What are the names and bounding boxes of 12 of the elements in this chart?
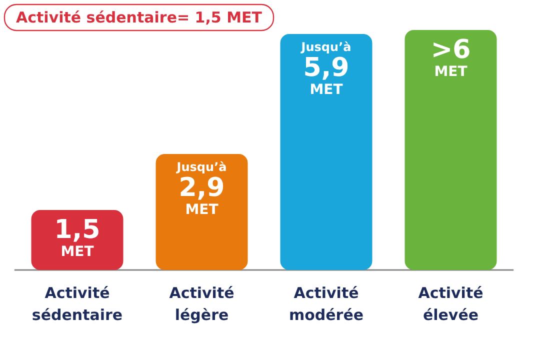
bar: [404, 30, 497, 270]
data-label: Jusqu’à 5,9 MET: [300, 40, 352, 98]
data-label: >6 MET: [430, 35, 471, 80]
bar: [280, 34, 372, 270]
data-label: Jusqu’à 2,9 MET: [176, 160, 227, 218]
x-tick-label: Activité élevée: [418, 284, 484, 324]
chart-title: Activité sédentaire= 1,5 MET: [16, 8, 263, 26]
x-tick-label: Activité légère: [169, 284, 234, 324]
x-tick-label: Activité modérée: [288, 284, 364, 324]
x-tick-label: Activité sédentaire: [32, 284, 123, 324]
data-label: 1,5 MET: [54, 215, 100, 260]
bar: [156, 154, 248, 270]
